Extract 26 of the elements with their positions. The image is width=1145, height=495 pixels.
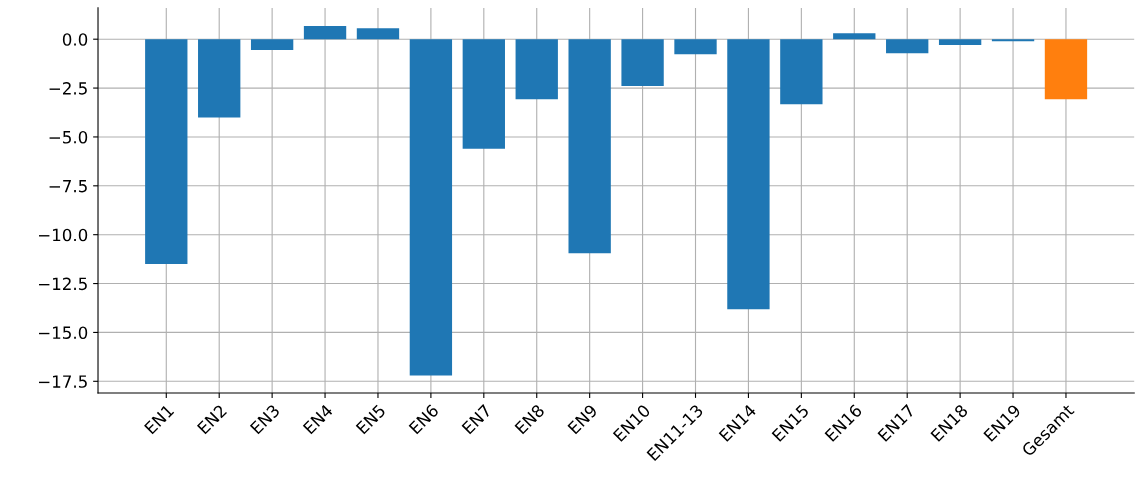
bar — [356, 28, 400, 40]
bar — [568, 39, 611, 254]
bar — [886, 39, 929, 54]
bar — [145, 39, 188, 265]
y-tick-label: 0.0 — [62, 33, 88, 46]
bar — [462, 39, 505, 149]
bar — [727, 39, 770, 310]
y-tick-label: −15.0 — [38, 326, 88, 339]
y-tick-label: −2.5 — [49, 82, 87, 95]
bar — [780, 39, 823, 105]
bar — [1044, 39, 1088, 100]
y-tick-label: −17.5 — [38, 375, 87, 388]
bar — [409, 39, 453, 376]
bar — [250, 39, 294, 50]
x-tick-label: EN1 — [144, 404, 175, 435]
bar — [303, 26, 347, 40]
bar — [515, 39, 558, 100]
y-tick-label: −5.0 — [49, 130, 88, 144]
y-tick-label: −10.0 — [38, 228, 88, 242]
bar — [833, 33, 876, 40]
y-tick-label: −7.5 — [49, 179, 87, 193]
bar — [938, 39, 982, 46]
bar — [198, 39, 241, 118]
bar — [674, 39, 717, 55]
y-tick-label: −12.5 — [38, 277, 87, 291]
bar — [621, 39, 664, 87]
